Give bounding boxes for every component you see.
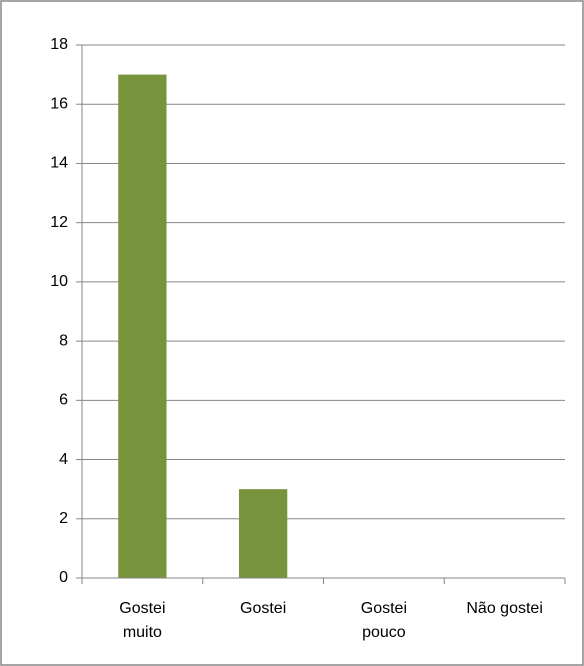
y-tick-label: 14 (50, 155, 68, 172)
y-tick-label: 4 (59, 451, 68, 468)
y-tick-label: 0 (59, 569, 68, 586)
x-tick-label: Gostei pouco (360, 600, 407, 641)
y-tick-label: 18 (50, 36, 68, 53)
bar (118, 74, 167, 578)
x-tick-label: Gostei muito (119, 600, 166, 641)
y-tick-label: 12 (50, 214, 68, 231)
y-tick-label: 8 (59, 332, 68, 349)
x-tick-label: Gostei (240, 600, 287, 617)
y-tick-label: 2 (59, 510, 68, 527)
y-tick-label: 6 (59, 392, 68, 409)
y-tick-label: 10 (50, 273, 68, 290)
y-tick-label: 16 (50, 95, 68, 112)
bar (238, 489, 288, 578)
x-tick-label: Não gostei (466, 600, 543, 617)
